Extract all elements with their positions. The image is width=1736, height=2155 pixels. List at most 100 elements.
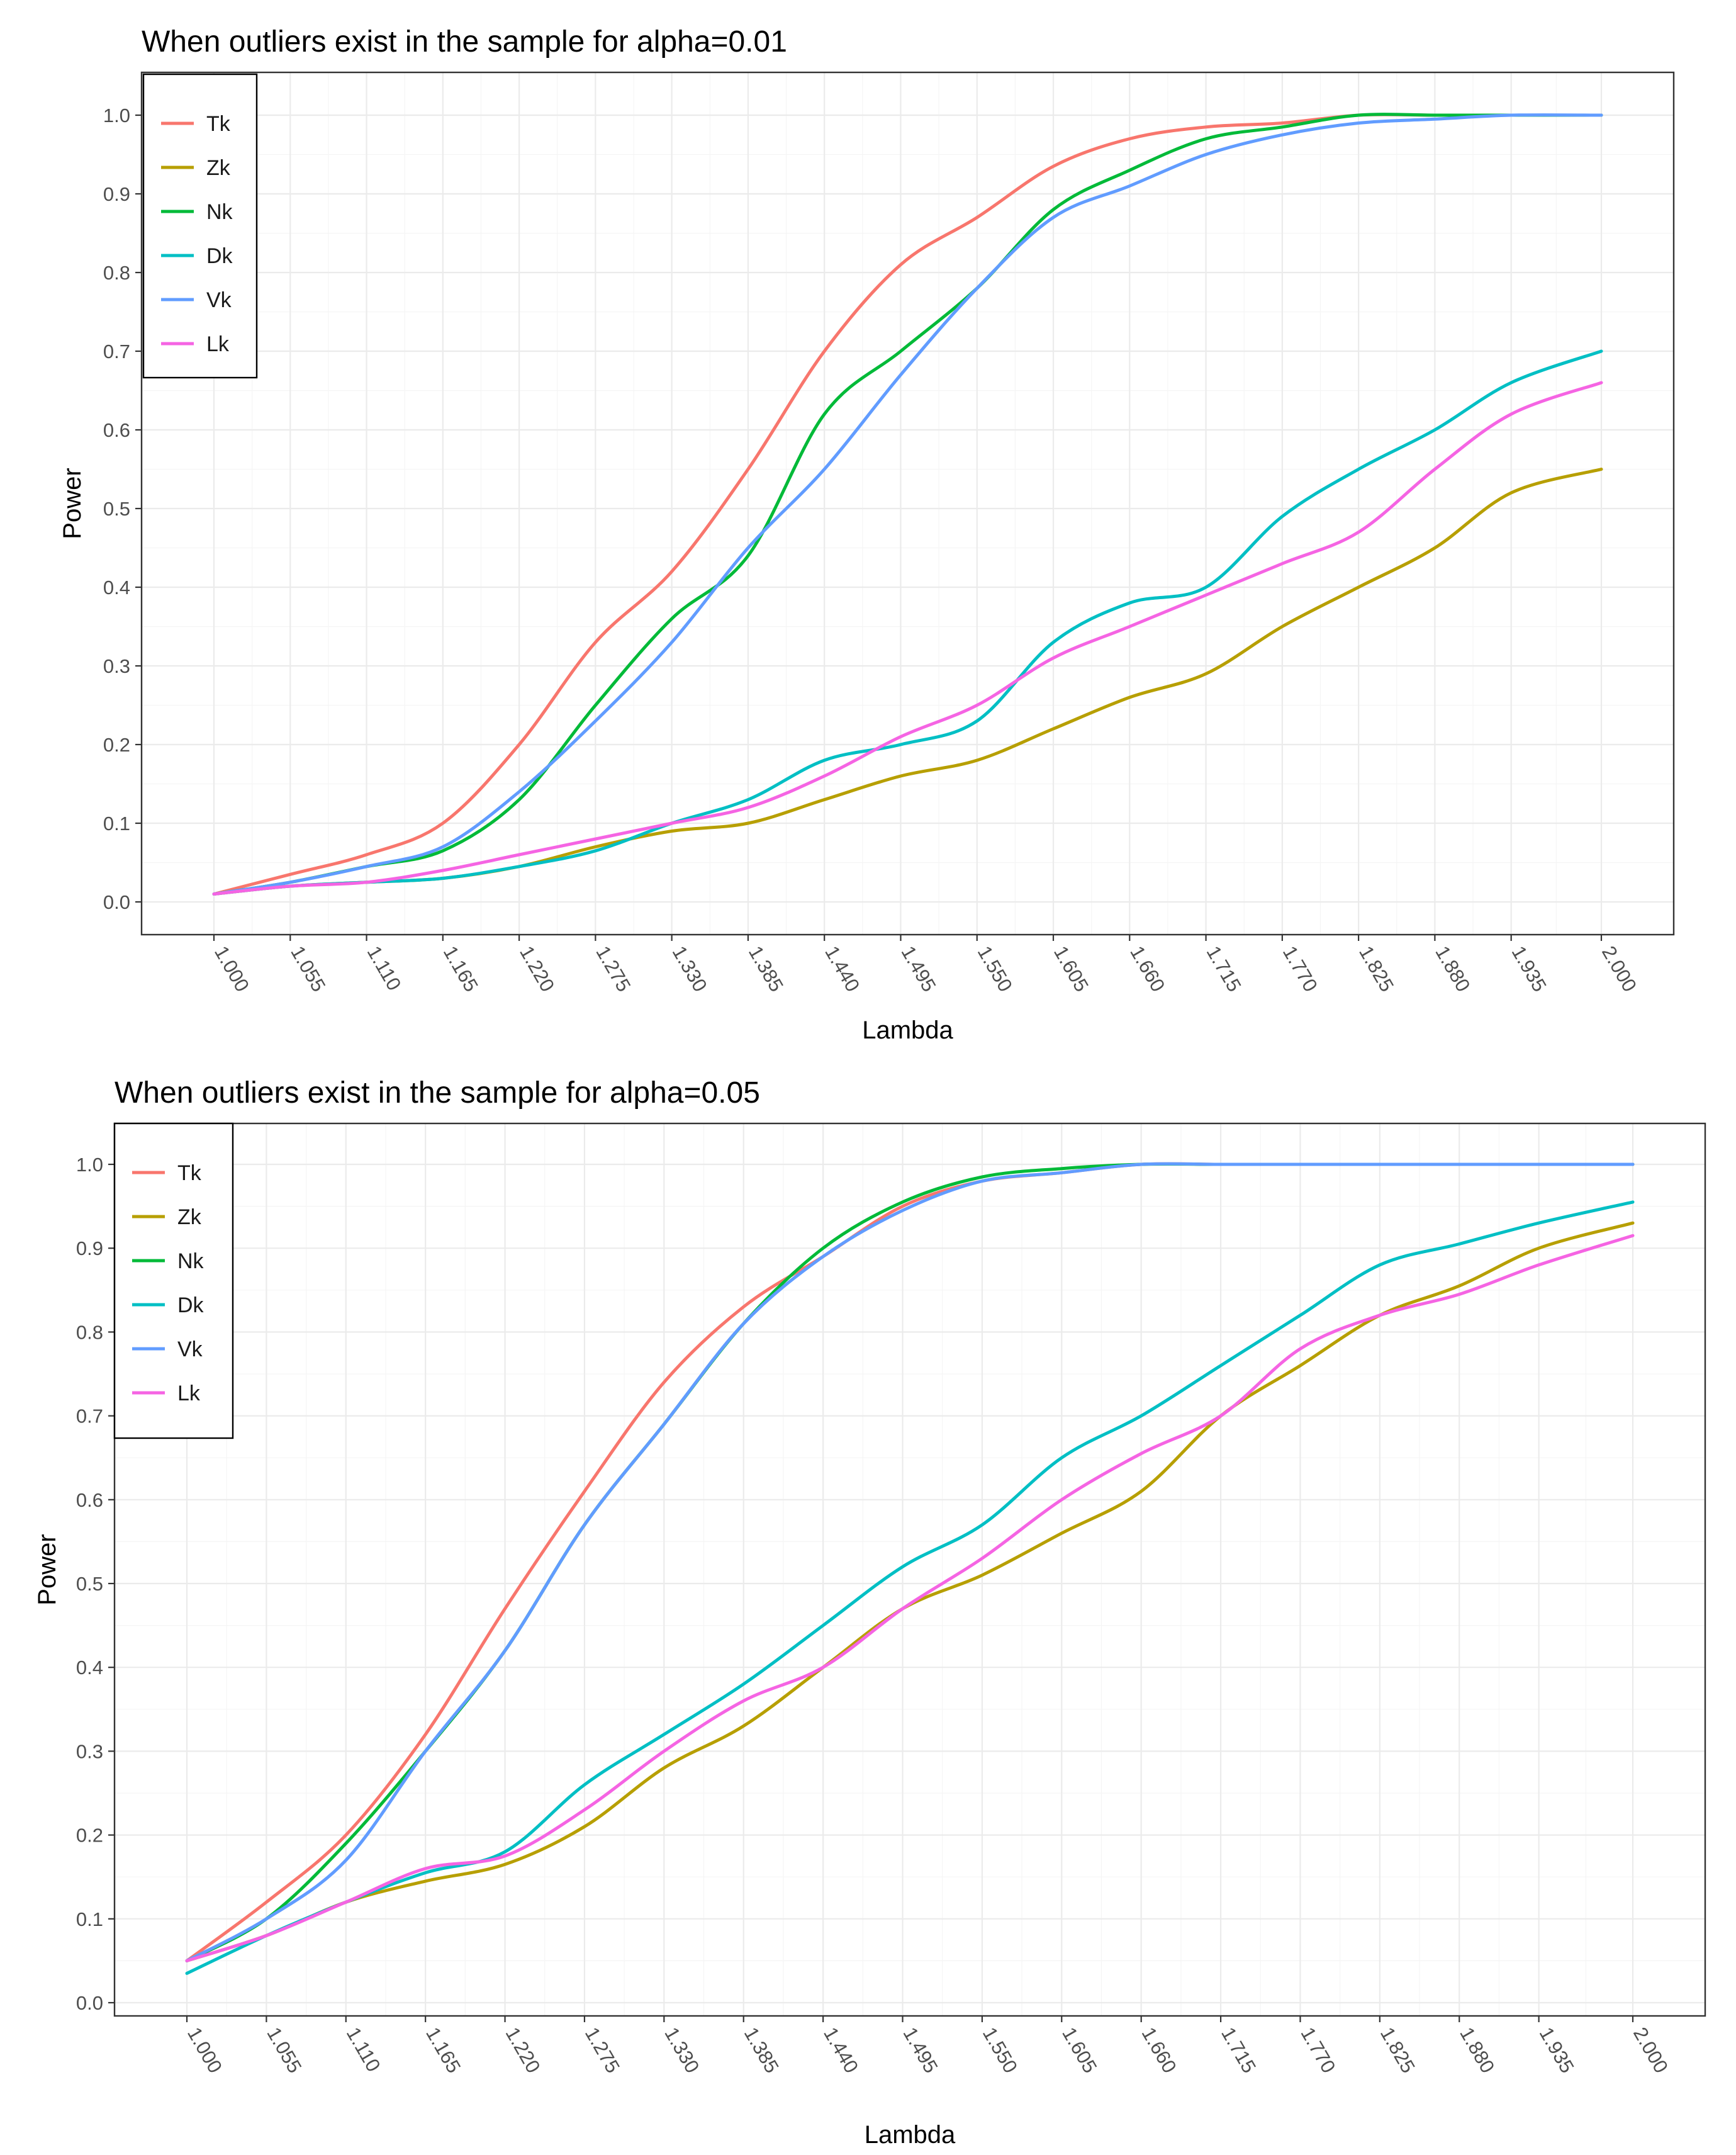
legend-label-dk: Dk <box>206 244 233 268</box>
x-tick-label: 1.660 <box>1138 2023 1181 2077</box>
x-tick-label: 1.275 <box>591 942 635 996</box>
legend-label-nk: Nk <box>177 1249 204 1273</box>
x-tick-label: 1.165 <box>422 2023 465 2077</box>
x-tick-label: 1.220 <box>515 942 559 996</box>
y-tick-label: 0.8 <box>76 1321 103 1343</box>
y-tick-label: 0.9 <box>103 183 130 205</box>
series-line-zk <box>185 1221 1635 1962</box>
legend-label-nk: Nk <box>206 200 233 224</box>
y-tick-label: 0.1 <box>76 1908 103 1930</box>
legend-box <box>113 1122 234 1439</box>
x-tick-label: 1.275 <box>581 2023 624 2077</box>
chart-title: When outliers exist in the sample for al… <box>142 25 787 59</box>
y-tick-label: 0.9 <box>76 1237 103 1259</box>
legend-label-lk: Lk <box>177 1381 201 1405</box>
chart-bottom: When outliers exist in the sample for al… <box>33 1076 1706 2149</box>
panel-border <box>113 1122 1706 2017</box>
y-tick-label: 0.6 <box>103 419 130 441</box>
y-tick-label: 0.8 <box>103 262 130 284</box>
series-line-vk <box>212 113 1603 896</box>
x-tick-label: 1.055 <box>286 942 330 996</box>
x-tick-label: 1.165 <box>439 942 483 996</box>
x-tick-label: 1.000 <box>210 942 254 996</box>
y-tick-label: 0.1 <box>103 813 130 835</box>
legend: Tk Zk Nk Dk Vk Lk <box>113 1122 234 1439</box>
y-tick-label: 1.0 <box>76 1154 103 1176</box>
y-tick-label: 0.3 <box>103 655 130 677</box>
series-line-vk <box>185 1162 1635 1962</box>
series-line-nk <box>212 113 1603 896</box>
x-tick-label: 2.000 <box>1598 942 1641 996</box>
y-axis-title: Power <box>59 468 86 539</box>
x-tick-label: 1.220 <box>501 2023 545 2077</box>
x-tick-label: 1.385 <box>740 2023 783 2077</box>
panel-border <box>140 71 1675 936</box>
legend-label-dk: Dk <box>177 1293 204 1317</box>
x-tick-label: 1.550 <box>978 2023 1022 2077</box>
chart-title: When outliers exist in the sample for al… <box>115 1076 760 1110</box>
x-tick-label: 1.770 <box>1279 942 1322 996</box>
y-tick-label: 0.3 <box>76 1740 103 1762</box>
y-tick-label: 0.5 <box>76 1573 103 1595</box>
x-axis: 1.000 1.055 1.110 1.165 1.220 1.275 1.330 1.385… <box>183 2016 1672 2077</box>
x-tick-label: 1.495 <box>899 2023 942 2077</box>
x-tick-label: 1.825 <box>1355 942 1398 996</box>
y-tick-label: 0.7 <box>76 1405 103 1427</box>
x-tick-label: 1.000 <box>183 2023 227 2077</box>
series-line-lk <box>212 381 1603 896</box>
y-axis-title: Power <box>33 1534 61 1605</box>
series-line-zk <box>212 468 1603 896</box>
y-tick-label: 0.7 <box>103 340 130 363</box>
y-tick-label: 0.2 <box>76 1825 103 1847</box>
legend-label-lk: Lk <box>206 332 230 356</box>
x-tick-label: 1.605 <box>1058 2023 1101 2077</box>
legend-box <box>142 73 258 379</box>
x-tick-label: 2.000 <box>1629 2023 1672 2077</box>
legend-label-vk: Vk <box>177 1337 203 1361</box>
x-tick-label: 1.825 <box>1376 2023 1420 2077</box>
x-tick-label: 1.605 <box>1050 942 1093 996</box>
x-tick-label: 1.550 <box>973 942 1017 996</box>
x-tick-label: 1.110 <box>363 942 406 994</box>
chart-top: When outliers exist in the sample for al… <box>59 25 1675 1044</box>
x-tick-label: 1.880 <box>1455 2023 1499 2077</box>
gridlines <box>142 72 1674 935</box>
y-tick-label: 0.5 <box>103 498 130 520</box>
y-tick-label: 1.0 <box>103 104 130 127</box>
y-tick-label: 0.2 <box>103 734 130 756</box>
x-tick-label: 1.935 <box>1535 2023 1579 2077</box>
series-lines <box>212 113 1603 896</box>
x-tick-label: 1.385 <box>744 942 788 996</box>
x-tick-label: 1.330 <box>660 2023 703 2077</box>
x-tick-label: 1.715 <box>1202 942 1246 996</box>
x-tick-label: 1.440 <box>820 942 864 996</box>
y-axis: 0.0 0.1 0.2 0.3 0.4 0.5 0.6 0.7 0.8 0.9 1.0 <box>103 104 142 913</box>
y-tick-label: 0.4 <box>76 1657 103 1679</box>
x-tick-label: 1.440 <box>819 2023 863 2077</box>
y-tick-label: 0.6 <box>76 1489 103 1511</box>
legend-label-zk: Zk <box>206 156 231 180</box>
y-tick-label: 0.0 <box>76 1992 103 2014</box>
x-tick-label: 1.495 <box>897 942 940 996</box>
series-line-dk <box>185 1200 1635 1975</box>
x-tick-label: 1.330 <box>668 942 712 996</box>
x-tick-label: 1.110 <box>342 2023 385 2076</box>
gridlines <box>115 1123 1705 2016</box>
x-tick-label: 1.715 <box>1217 2023 1260 2077</box>
x-tick-label: 1.660 <box>1126 942 1169 996</box>
y-axis: 0.0 0.1 0.2 0.3 0.4 0.5 0.6 0.7 0.8 0.9 1.0 <box>76 1154 115 2014</box>
legend-label-zk: Zk <box>177 1205 202 1229</box>
x-tick-label: 1.935 <box>1508 942 1551 996</box>
series-lines <box>185 1162 1635 1975</box>
x-axis-title: Lambda <box>862 1016 953 1044</box>
series-line-lk <box>185 1234 1635 1962</box>
series-line-dk <box>212 349 1603 896</box>
x-axis-title: Lambda <box>865 2121 956 2149</box>
x-axis: 1.000 1.055 1.110 1.165 1.220 1.275 1.330 1.385… <box>210 935 1641 996</box>
legend-label-tk: Tk <box>177 1161 202 1185</box>
legend: Tk Zk Nk Dk Vk Lk <box>142 73 258 379</box>
legend-label-tk: Tk <box>206 112 231 136</box>
x-tick-label: 1.770 <box>1296 2023 1340 2077</box>
y-tick-label: 0.4 <box>103 577 130 599</box>
